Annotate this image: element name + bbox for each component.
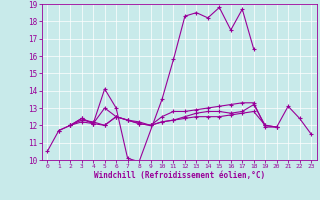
X-axis label: Windchill (Refroidissement éolien,°C): Windchill (Refroidissement éolien,°C) xyxy=(94,171,265,180)
